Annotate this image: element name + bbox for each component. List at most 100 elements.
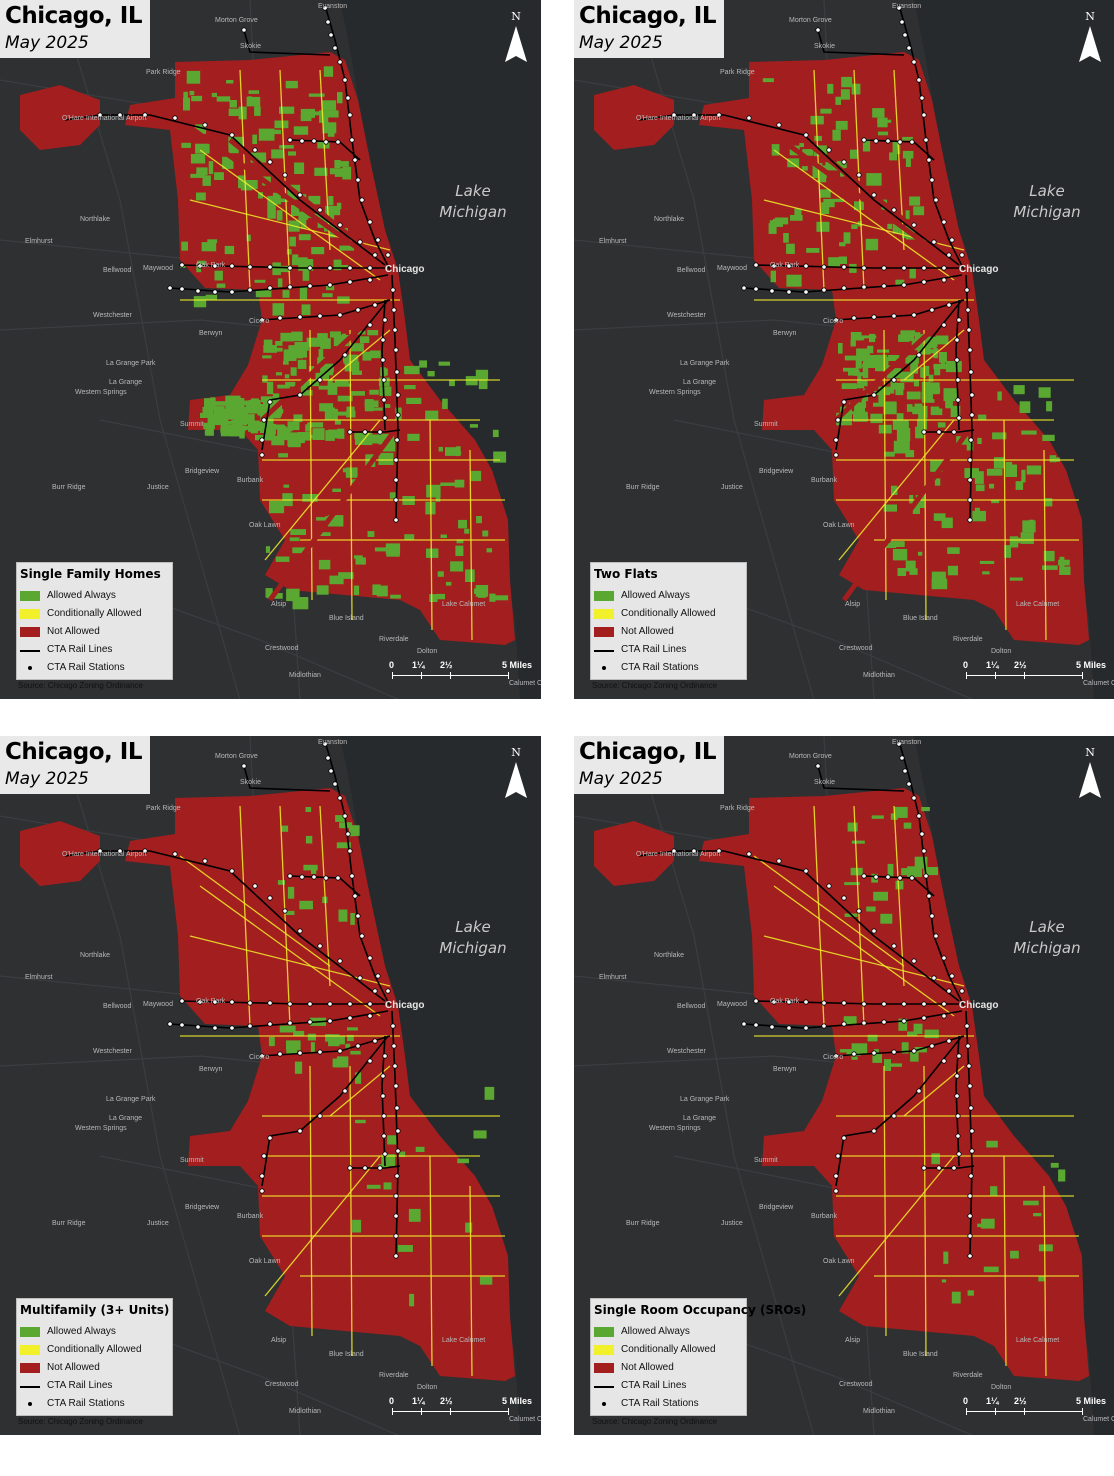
rail-station: [891, 313, 897, 319]
allowed-block: [289, 236, 296, 247]
allowed-block: [429, 594, 438, 602]
allowed-block: [299, 904, 313, 910]
rail-station: [375, 237, 381, 243]
allowed-block: [878, 131, 889, 136]
rail-station: [776, 858, 782, 864]
lake-michigan: [904, 0, 1114, 699]
allowed-block: [1010, 1250, 1019, 1259]
rail-station: [891, 1113, 897, 1119]
conditional-corridor: [773, 885, 955, 1017]
place-label: Chicago: [959, 264, 999, 275]
allowed-block: [241, 400, 256, 406]
allowed-block: [327, 130, 335, 137]
conditional-corridor: [329, 1065, 391, 1117]
rail-station: [771, 263, 777, 269]
rail-station: [359, 197, 365, 203]
allowed-block: [255, 290, 272, 298]
allowed-block: [355, 1072, 362, 1084]
rail-station: [969, 1128, 975, 1134]
allowed-block: [860, 335, 877, 339]
rail-station: [969, 1148, 975, 1154]
legend-dot-symbol: [602, 1402, 606, 1406]
allowed-block: [318, 559, 331, 570]
map-date: May 2025: [5, 769, 89, 789]
allowed-block: [266, 129, 282, 135]
rail-station: [393, 1233, 399, 1239]
rail-station: [835, 1153, 841, 1159]
place-label: Cicero: [823, 1054, 844, 1061]
rail-station: [282, 908, 288, 914]
rail-station: [327, 1018, 333, 1024]
rail-station: [968, 369, 974, 375]
allowed-block: [217, 409, 231, 420]
allowed-block: [890, 382, 905, 390]
rail-station: [833, 1053, 839, 1059]
rail-station: [355, 1043, 361, 1049]
rail-station: [921, 848, 927, 854]
place-label: Oak Lawn: [823, 1258, 855, 1265]
rail-station: [815, 27, 821, 33]
scale-tick: [1024, 672, 1025, 679]
rail-station: [771, 999, 777, 1005]
allowed-block: [910, 1051, 919, 1062]
allowed-block: [931, 571, 946, 580]
lake-label-line-2: Michigan: [439, 203, 507, 221]
place-label: Morton Grove: [215, 17, 258, 24]
allowed-block: [321, 100, 337, 111]
rail-station: [921, 1015, 927, 1021]
allowed-block: [324, 110, 339, 118]
conditional-corridor: [813, 69, 825, 291]
allowed-block: [379, 386, 392, 396]
allowed-block: [275, 556, 290, 562]
allowed-block: [211, 92, 217, 98]
rail-station: [393, 1193, 399, 1199]
map-title: Chicago, IL: [5, 3, 143, 29]
rail-station: [941, 322, 947, 328]
place-label: Justice: [147, 1220, 169, 1227]
allowed-block: [183, 91, 188, 101]
allowed-block: [220, 416, 229, 427]
conditional-corridor: [923, 329, 927, 621]
rail-station: [916, 77, 922, 83]
rail-station: [965, 1043, 971, 1049]
rail-station: [851, 315, 857, 321]
rail-station: [381, 1133, 387, 1139]
rail-station: [965, 307, 971, 313]
allowed-block: [338, 572, 354, 579]
place-label: Bridgeview: [759, 1204, 794, 1211]
rail-station: [919, 831, 925, 837]
rail-station: [332, 781, 338, 787]
allowed-block: [977, 1223, 993, 1228]
place-label: Elmhurst: [25, 238, 53, 245]
allowed-block: [305, 835, 313, 844]
rail-station: [716, 112, 722, 118]
rail-station: [954, 1093, 960, 1099]
allowed-block: [328, 429, 341, 439]
allowed-block: [273, 347, 283, 352]
allowed-block: [947, 547, 960, 554]
rail-station: [956, 317, 962, 323]
place-label: Skokie: [240, 43, 262, 50]
allowed-block: [436, 593, 445, 600]
conditional-corridor: [813, 805, 825, 1027]
place-label: Lake Calumet: [442, 1337, 486, 1344]
scale-tick: [508, 672, 509, 679]
allowed-block: [986, 1140, 998, 1148]
rail-station: [941, 1058, 947, 1064]
allowed-block: [191, 96, 200, 102]
scale-tick: [450, 1408, 451, 1415]
rail-station: [297, 314, 303, 320]
lake-label: Lake Michigan: [435, 181, 511, 223]
allowed-block: [252, 134, 257, 144]
allowed-block: [905, 450, 915, 458]
rail-station: [355, 177, 361, 183]
allowed-block: [240, 425, 255, 430]
allowed-block: [287, 421, 300, 431]
rail-station: [267, 1135, 273, 1141]
legend-swatch-red: [20, 627, 40, 637]
allowed-block: [832, 129, 841, 141]
allowed-block: [887, 863, 894, 877]
place-label: Park Ridge: [146, 69, 181, 76]
allowed-block: [868, 355, 883, 366]
allowed-block: [989, 483, 995, 489]
